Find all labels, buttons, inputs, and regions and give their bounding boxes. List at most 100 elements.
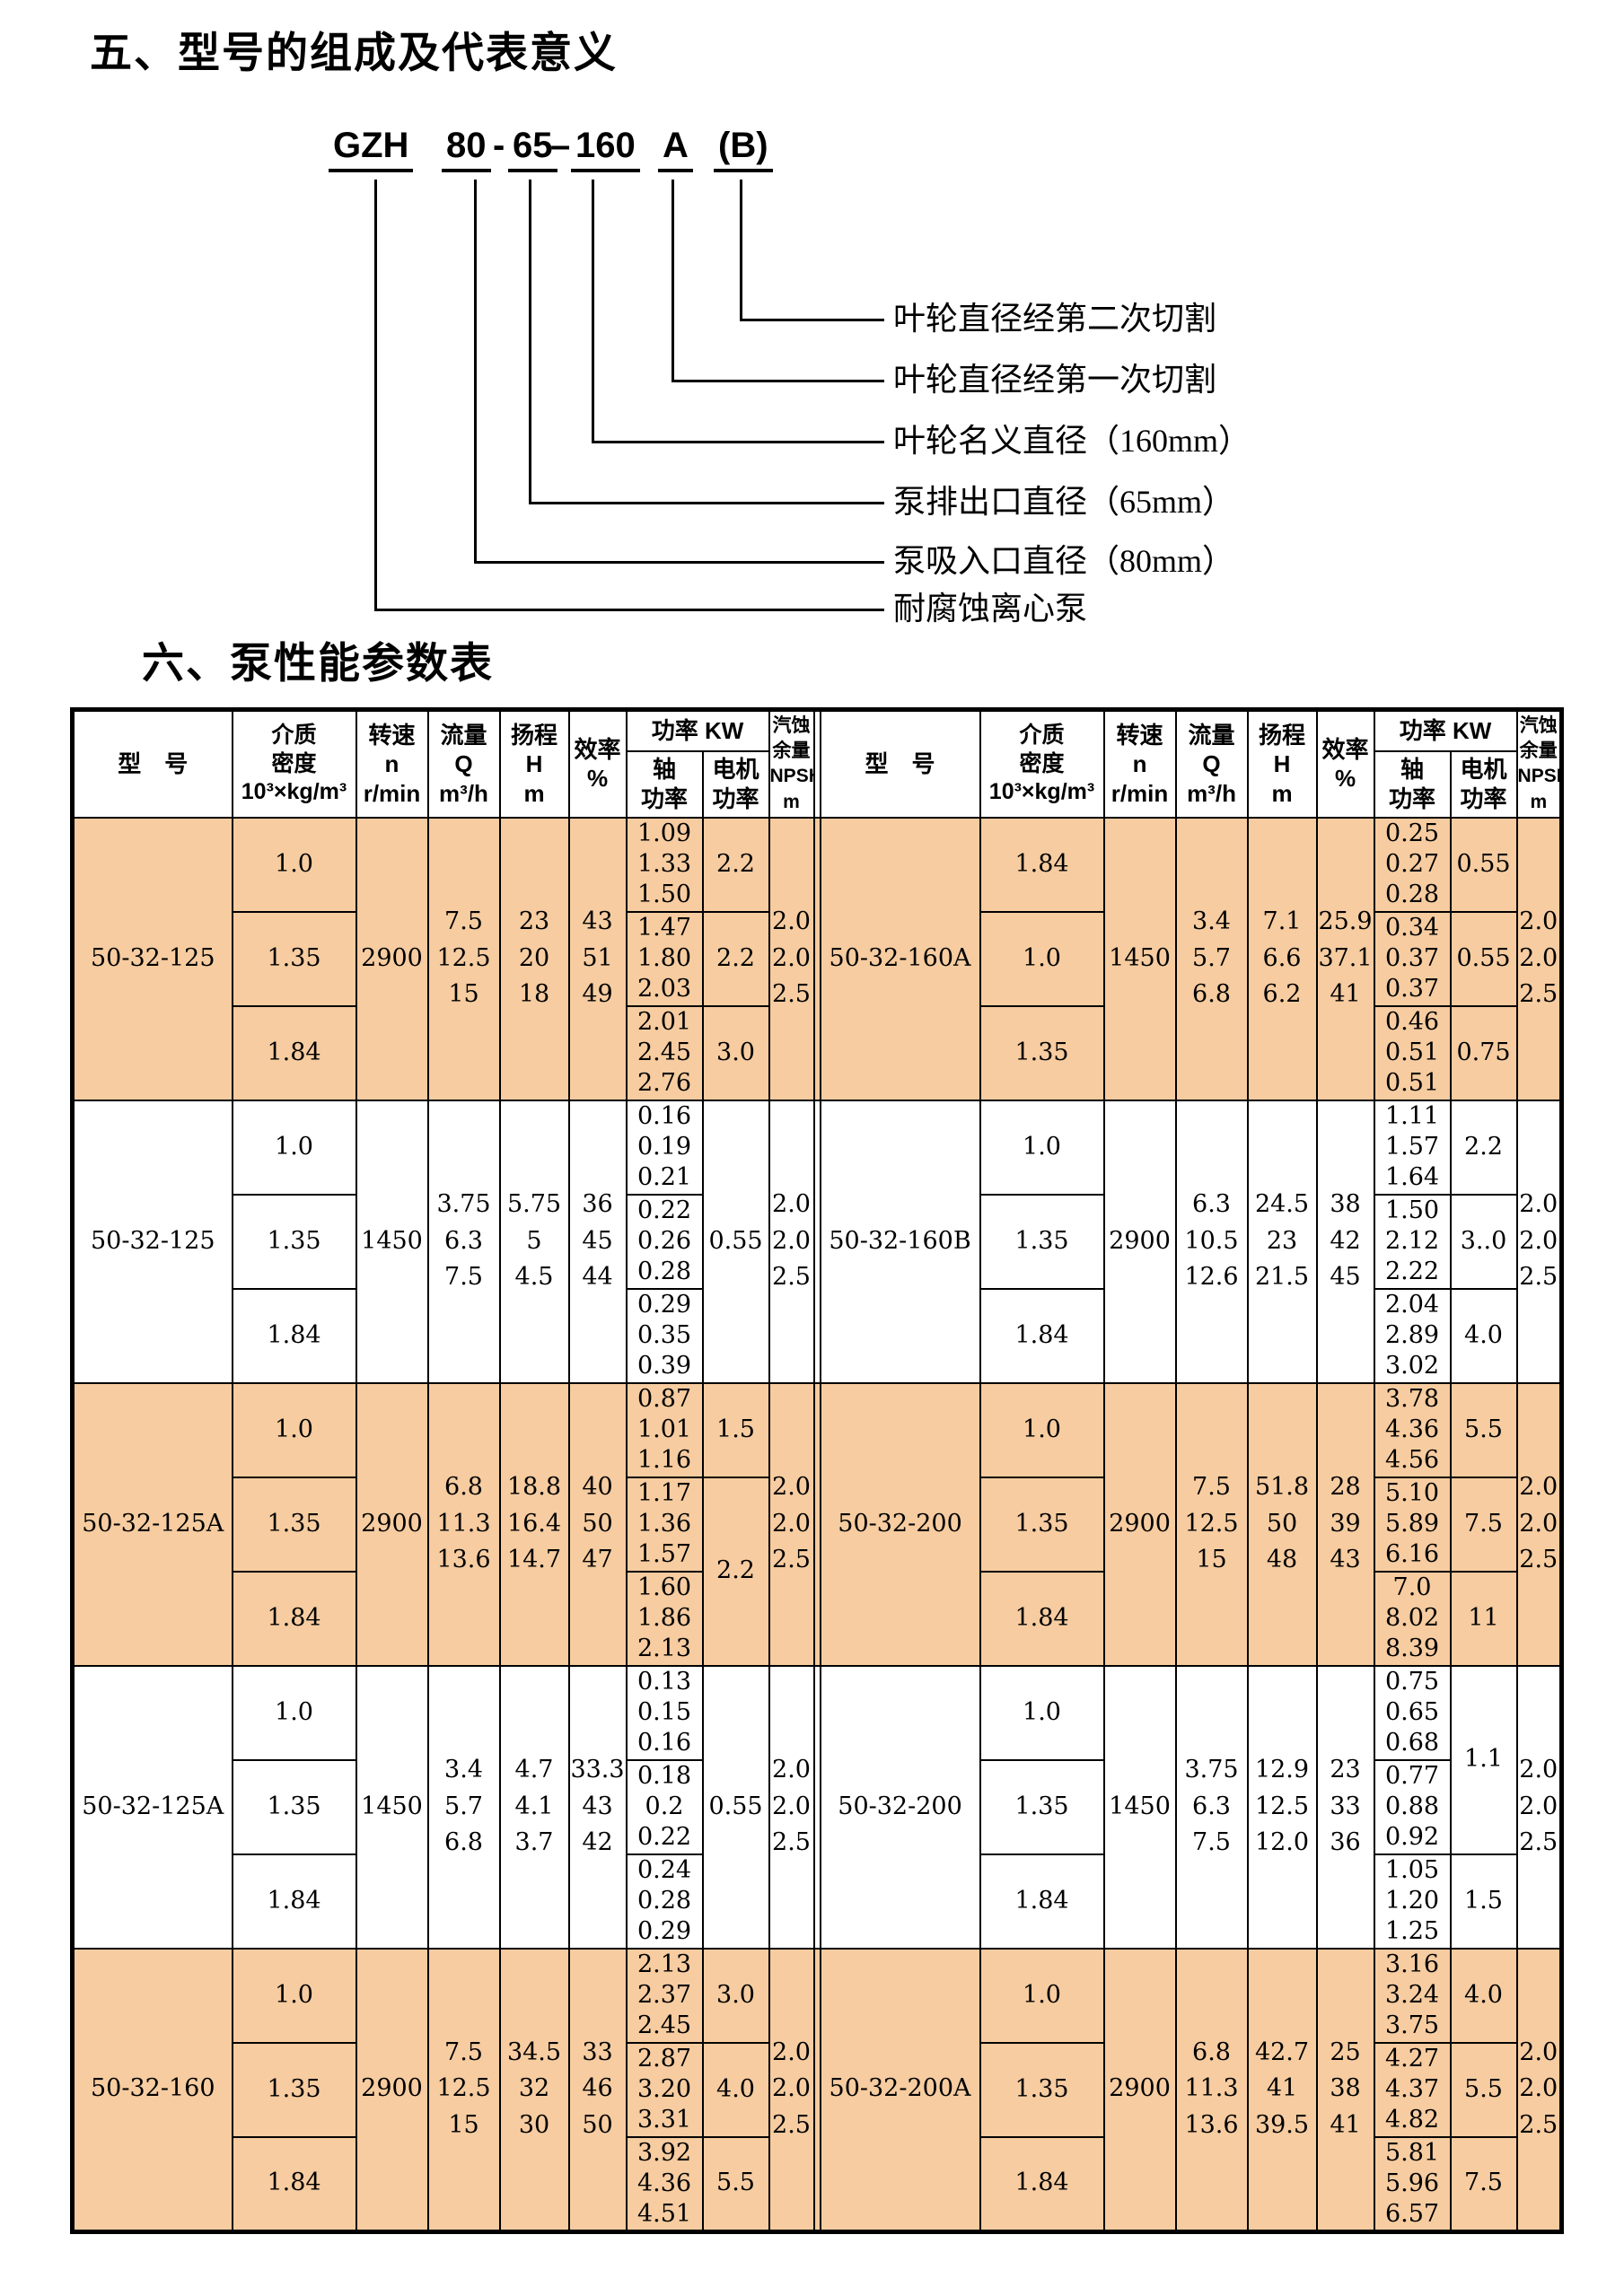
cell-shaft-power: 2.87 3.20 3.31 bbox=[625, 2041, 704, 2138]
cell-npsh: 2.0 2.0 2.5 bbox=[768, 1099, 815, 1384]
cell-shaft-power: 1.17 1.36 1.57 bbox=[625, 1476, 704, 1573]
cell-density: 1.35 bbox=[979, 2041, 1105, 2138]
cell-head: 42.7 41 39.5 bbox=[1246, 1947, 1318, 2233]
connector-line-b bbox=[740, 180, 742, 321]
cell-model: 50-32-200 bbox=[819, 1381, 981, 1667]
header-power: 功率 KW bbox=[1373, 708, 1518, 752]
cell-eff: 33.3 43 42 bbox=[567, 1664, 628, 1950]
table-row: 50-32-125 1.0 2900 7.5 12.5 15 23 20 18 … bbox=[71, 816, 1563, 1101]
half-divider bbox=[812, 1664, 821, 1950]
cell-motor-power: 7.5 bbox=[1449, 1476, 1518, 1573]
cell-speed: 1450 bbox=[355, 1099, 429, 1384]
cell-eff: 33 46 50 bbox=[567, 1947, 628, 2233]
cell-motor-power: 4.0 bbox=[1449, 1947, 1518, 2044]
connector-hline-gzh bbox=[374, 609, 884, 611]
connector-hline-80 bbox=[474, 561, 884, 564]
cell-shaft-power: 1.09 1.33 1.50 bbox=[625, 816, 704, 913]
connector-line-80 bbox=[474, 180, 477, 564]
performance-table: 型 号 介质 密度 10³×kg/m³ 转速 n r/min 流量 Q m³/h… bbox=[70, 707, 1565, 2234]
header-model: 型 号 bbox=[71, 708, 233, 819]
label-pump-type: 耐腐蚀离心泵 bbox=[893, 591, 1088, 627]
cell-shaft-power: 3.78 4.36 4.56 bbox=[1373, 1381, 1452, 1478]
cell-motor-power: 0.55 bbox=[1449, 910, 1518, 1007]
cell-speed: 2900 bbox=[355, 1947, 429, 2233]
cell-density: 1.35 bbox=[979, 1193, 1105, 1290]
cell-shaft-power: 0.18 0.2 0.22 bbox=[625, 1758, 704, 1855]
model-segment-80: 80 bbox=[442, 124, 491, 172]
table-row: 1.84 3.92 4.36 4.51 5.5 1.84 5.81 5.96 6… bbox=[73, 2135, 1562, 2233]
cell-speed: 2900 bbox=[1102, 1099, 1177, 1384]
cell-flow: 6.8 11.3 13.6 bbox=[426, 1381, 501, 1667]
cell-eff: 43 51 49 bbox=[567, 816, 628, 1101]
cell-shaft-power: 0.16 0.19 0.21 bbox=[625, 1099, 704, 1196]
cell-speed: 1450 bbox=[1102, 1664, 1177, 1950]
cell-motor-power: 5.5 bbox=[1449, 2041, 1518, 2138]
cell-flow: 7.5 12.5 15 bbox=[1174, 1381, 1249, 1667]
cell-density: 1.84 bbox=[231, 1853, 357, 1950]
cell-density: 1.0 bbox=[979, 910, 1105, 1007]
model-segment-b: (B) bbox=[714, 124, 773, 172]
table-block: 50-32-125 1.0 1450 3.75 6.3 7.5 5.75 5 4… bbox=[71, 1099, 1563, 1384]
table-block: 50-32-125A 1.0 2900 6.8 11.3 13.6 18.8 1… bbox=[71, 1381, 1563, 1667]
cell-flow: 3.75 6.3 7.5 bbox=[426, 1099, 501, 1384]
table-row: 1.84 2.01 2.45 2.76 3.0 1.35 0.46 0.51 0… bbox=[73, 1004, 1562, 1101]
cell-motor-power: 0.55 bbox=[701, 1664, 770, 1950]
cell-shaft-power: 1.60 1.86 2.13 bbox=[625, 1570, 704, 1667]
header-motor-power: 电机 功率 bbox=[701, 749, 770, 819]
cell-npsh: 2.0 2.0 2.5 bbox=[1515, 816, 1563, 1101]
cell-npsh: 2.0 2.0 2.5 bbox=[768, 1947, 815, 2233]
cell-density: 1.35 bbox=[231, 1476, 357, 1573]
cell-shaft-power: 0.77 0.88 0.92 bbox=[1373, 1758, 1452, 1855]
cell-eff: 38 42 45 bbox=[1315, 1099, 1375, 1384]
cell-density: 1.0 bbox=[979, 1664, 1105, 1761]
cell-eff: 25 38 41 bbox=[1315, 1947, 1375, 2233]
cell-shaft-power: 0.22 0.26 0.28 bbox=[625, 1193, 704, 1290]
table-row: 50-32-125A 1.0 1450 3.4 5.7 6.8 4.7 4.1 … bbox=[71, 1664, 1563, 1950]
cell-motor-power: 3.0 bbox=[701, 1947, 770, 2044]
cell-model: 50-32-125 bbox=[71, 816, 233, 1101]
cell-density: 1.0 bbox=[979, 1947, 1105, 2044]
cell-speed: 1450 bbox=[355, 1664, 429, 1950]
cell-density: 1.84 bbox=[979, 1570, 1105, 1667]
cell-motor-power: 0.75 bbox=[1449, 1004, 1518, 1101]
cell-density: 1.35 bbox=[979, 1004, 1105, 1101]
cell-shaft-power: 4.27 4.37 4.82 bbox=[1373, 2041, 1452, 2138]
cell-model: 50-32-200 bbox=[819, 1664, 981, 1950]
cell-head: 12.9 12.5 12.0 bbox=[1246, 1664, 1318, 1950]
header-shaft-power: 轴 功率 bbox=[1373, 749, 1452, 819]
cell-motor-power: 0.55 bbox=[1449, 816, 1518, 913]
cell-density: 1.35 bbox=[231, 1758, 357, 1855]
label-first-cut: 叶轮直径经第一次切割 bbox=[893, 362, 1217, 398]
performance-table-wrap: 型 号 介质 密度 10³×kg/m³ 转速 n r/min 流量 Q m³/h… bbox=[70, 707, 1565, 2234]
half-divider bbox=[812, 816, 821, 1101]
cell-shaft-power: 1.05 1.20 1.25 bbox=[1373, 1853, 1452, 1950]
cell-shaft-power: 5.81 5.96 6.57 bbox=[1373, 2135, 1452, 2233]
cell-motor-power: 1.5 bbox=[1449, 1853, 1518, 1950]
cell-model: 50-32-160 bbox=[71, 1947, 233, 2233]
cell-eff: 23 33 36 bbox=[1315, 1664, 1375, 1950]
cell-density: 1.0 bbox=[231, 1099, 357, 1196]
table-block: 50-32-160 1.0 2900 7.5 12.5 15 34.5 32 3… bbox=[71, 1947, 1563, 2233]
header-power: 功率 KW bbox=[625, 708, 770, 752]
cell-head: 23 20 18 bbox=[498, 816, 570, 1101]
half-divider bbox=[812, 1947, 821, 2233]
connector-line-gzh bbox=[374, 180, 377, 611]
cell-shaft-power: 2.13 2.37 2.45 bbox=[625, 1947, 704, 2044]
header-density: 介质 密度 10³×kg/m³ bbox=[231, 708, 357, 819]
table-row: 50-32-125 1.0 1450 3.75 6.3 7.5 5.75 5 4… bbox=[71, 1099, 1563, 1384]
header-model: 型 号 bbox=[819, 708, 981, 819]
model-segment-65: 65 bbox=[508, 124, 557, 172]
cell-npsh: 2.0 2.0 2.5 bbox=[768, 1381, 815, 1667]
header-eff: 效率 % bbox=[567, 708, 628, 819]
cell-motor-power: 2.2 bbox=[701, 1476, 770, 1667]
cell-npsh: 2.0 2.0 2.5 bbox=[1515, 1947, 1563, 2233]
cell-motor-power: 4.0 bbox=[701, 2041, 770, 2138]
model-segment-hyphen: - bbox=[493, 126, 505, 165]
label-discharge-diameter: 泵排出口直径（65mm） bbox=[893, 484, 1235, 520]
cell-speed: 2900 bbox=[355, 1381, 429, 1667]
model-segment-a: A bbox=[658, 124, 693, 172]
cell-density: 1.0 bbox=[979, 1099, 1105, 1196]
header-speed: 转速 n r/min bbox=[355, 708, 429, 819]
cell-shaft-power: 0.75 0.65 0.68 bbox=[1373, 1664, 1452, 1761]
